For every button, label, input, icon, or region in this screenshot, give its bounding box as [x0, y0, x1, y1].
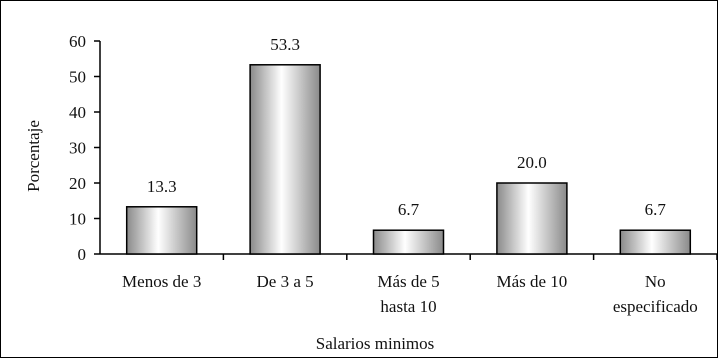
x-category-label: hasta 10: [380, 297, 436, 316]
data-label: 6.7: [398, 200, 420, 219]
bar: [496, 182, 568, 255]
x-category-label: Menos de 3: [122, 272, 201, 291]
bar: [619, 229, 692, 255]
y-axis-title: Porcentaje: [24, 120, 43, 192]
y-tick-label: 40: [69, 103, 86, 122]
x-axis-title: Salarios minimos: [316, 334, 435, 353]
data-label: 53.3: [270, 35, 300, 54]
data-label: 13.3: [147, 177, 177, 196]
bars: [125, 64, 692, 255]
x-category-label: No: [645, 272, 666, 291]
bar: [125, 206, 198, 255]
y-tick-label: 60: [69, 32, 86, 51]
data-label: 20.0: [517, 153, 547, 172]
x-category-label: De 3 a 5: [257, 272, 314, 291]
x-category-label: especificado: [613, 297, 698, 316]
bar: [372, 229, 445, 255]
y-tick-label: 50: [69, 68, 86, 87]
bar: [249, 64, 321, 255]
y-tick-label: 30: [69, 139, 86, 158]
y-tick-label: 10: [69, 210, 86, 229]
labels: 0 10 20 30 40 50 60 13.3 Menos de 3 53.3 De 3 a 5 6…: [69, 32, 698, 316]
x-category-label: Más de 5: [377, 272, 439, 291]
y-tick-label: 20: [69, 174, 86, 193]
y-tick-label: 0: [78, 245, 87, 264]
x-category-label: Más de 10: [496, 272, 567, 291]
data-label: 6.7: [645, 200, 667, 219]
